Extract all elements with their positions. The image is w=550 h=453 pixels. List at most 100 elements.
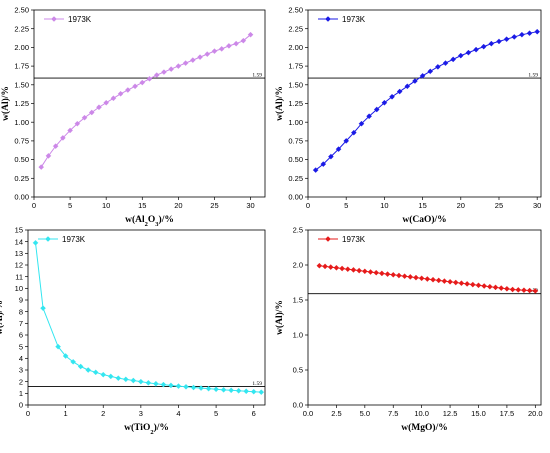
x-tick-label: 20: [174, 201, 182, 210]
data-point: [74, 120, 81, 127]
y-tick-label: 1: [19, 389, 23, 398]
reference-line-label: 1.59: [252, 73, 262, 79]
x-tick-label: 5: [68, 201, 72, 210]
data-point: [38, 164, 45, 170]
data-point: [139, 79, 146, 86]
y-tick-label: 13: [15, 249, 23, 258]
data-point: [92, 369, 99, 376]
data-point: [190, 57, 196, 63]
data-point: [521, 287, 527, 294]
y-tick-label: 1.0: [293, 331, 303, 340]
data-point: [532, 288, 539, 294]
reference-line-label: 1.59: [528, 73, 538, 79]
x-tick-label: 15.0: [471, 409, 486, 418]
y-tick-label: 0.25: [14, 174, 29, 183]
data-point: [211, 48, 218, 54]
x-tick-label: 4: [176, 409, 180, 418]
data-point: [103, 99, 109, 106]
data-point: [492, 284, 499, 291]
data-point: [328, 153, 334, 160]
y-tick-label: 2.50: [14, 6, 29, 15]
data-point: [509, 286, 516, 293]
data-point: [130, 377, 137, 384]
data-point: [168, 66, 174, 72]
data-point: [316, 262, 323, 269]
y-tick-label: 0.25: [288, 174, 303, 183]
y-tick-label: 2.25: [288, 24, 303, 33]
data-point: [480, 43, 487, 50]
chart-panel-2: 0 5 10 15 20 25 30 0.00 0.25 0.50 0.75 1.00 1.25 1.50…: [274, 6, 542, 225]
data-point: [526, 30, 533, 37]
data-point: [145, 380, 152, 386]
data-point: [67, 127, 73, 134]
x-axis-label: w(Al2O3)/%: [125, 214, 174, 228]
series-line: [40, 34, 251, 168]
plot-frame: [33, 9, 266, 198]
x-tick-label: 1: [64, 409, 68, 418]
legend-swatch-marker: [51, 16, 57, 22]
y-tick-label: 2: [19, 377, 23, 386]
y-tick-label: 1.75: [14, 62, 29, 71]
data-point: [320, 161, 327, 167]
data-point: [389, 93, 395, 100]
x-tick-label: 5: [344, 201, 348, 210]
data-point: [60, 135, 66, 141]
data-point: [153, 380, 159, 387]
data-point: [226, 43, 232, 49]
x-tick-label: 10: [102, 201, 110, 210]
data-point: [366, 113, 372, 120]
y-tick-label: 11: [15, 272, 23, 281]
data-point: [52, 143, 59, 149]
data-point: [62, 353, 69, 359]
data-point: [190, 384, 197, 391]
series-line: [315, 31, 538, 171]
x-tick-label: 5.0: [360, 409, 370, 418]
data-point: [379, 270, 385, 277]
y-tick-label: 8: [19, 307, 23, 316]
data-point: [183, 383, 189, 390]
y-tick-label: 0: [19, 401, 23, 410]
data-point: [161, 69, 167, 75]
data-point: [515, 287, 522, 293]
data-point: [452, 279, 459, 286]
x-tick-label: 17.5: [500, 409, 515, 418]
y-tick-label: 9: [19, 296, 23, 305]
data-point: [413, 274, 419, 281]
x-tick-label: 12.5: [443, 409, 458, 418]
legend-label: 1973K: [62, 235, 86, 244]
x-tick-label: 20.0: [528, 409, 543, 418]
data-point: [235, 387, 242, 394]
y-tick-label: 1.25: [288, 99, 303, 108]
data-point: [498, 285, 505, 291]
x-tick-label: 5: [214, 409, 218, 418]
data-point: [258, 389, 265, 395]
data-point: [205, 385, 212, 392]
data-point: [407, 274, 414, 280]
x-tick-label: 30: [246, 201, 254, 210]
data-point: [125, 87, 131, 93]
y-tick-label: 1.50: [288, 80, 303, 89]
y-tick-label: 0.75: [288, 137, 303, 146]
data-point: [312, 167, 319, 173]
data-point: [534, 28, 540, 35]
data-point: [228, 387, 234, 394]
data-point: [88, 109, 95, 116]
data-point: [182, 60, 189, 66]
x-tick-label: 30: [533, 201, 541, 210]
x-tick-label: 25: [495, 201, 503, 210]
x-tick-label: 15: [138, 201, 146, 210]
y-axis-label: w(Al)/%: [274, 86, 285, 121]
plot-frame: [307, 229, 542, 406]
x-tick-label: 10.0: [414, 409, 429, 418]
y-tick-label: 15: [15, 226, 23, 235]
legend-swatch-marker: [325, 16, 331, 22]
y-tick-label: 0.75: [14, 137, 29, 146]
data-point: [390, 271, 397, 278]
data-point: [333, 264, 340, 271]
legend-label: 1973K: [68, 15, 92, 24]
data-point: [496, 38, 502, 45]
y-tick-label: 0.5: [293, 366, 303, 375]
y-tick-label: 1.75: [288, 62, 303, 71]
data-point: [356, 267, 362, 274]
data-point: [526, 287, 533, 294]
